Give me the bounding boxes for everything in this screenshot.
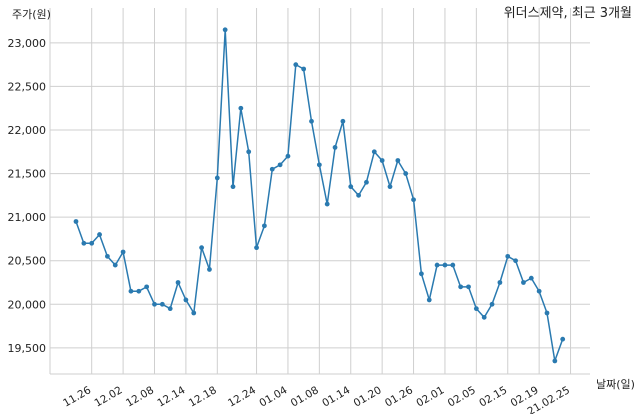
data-point [120, 249, 126, 255]
data-point [348, 184, 354, 190]
x-tick-label: 01.14 [320, 384, 352, 410]
data-point [379, 158, 385, 163]
x-tick-label: 01.26 [383, 384, 415, 410]
data-point [426, 297, 432, 303]
data-point [340, 118, 346, 124]
data-point [521, 280, 526, 285]
x-tick-label: 12.02 [93, 384, 125, 409]
data-point [364, 179, 369, 185]
data-point [481, 314, 487, 320]
data-point [332, 145, 338, 150]
data-point [442, 262, 448, 268]
data-point [167, 306, 173, 312]
data-point [136, 288, 142, 294]
y-tick-label: 21,000 [8, 211, 47, 224]
x-tick-label: 01.20 [352, 384, 384, 409]
data-point [222, 27, 228, 33]
data-point [458, 284, 464, 290]
data-point [144, 284, 150, 290]
data-point [214, 175, 220, 181]
y-axis-label: 주가(원) [12, 8, 51, 21]
gridlines [50, 8, 590, 374]
data-point [371, 149, 377, 155]
chart-title: 위더스제약, 최근 3개월 [504, 6, 632, 21]
x-tick-label: 02.05 [446, 384, 478, 409]
data-point [207, 267, 212, 272]
y-tick-label: 19,500 [8, 342, 47, 355]
labels: 위더스제약, 최근 3개월 주가(원) 날짜(일) [12, 6, 635, 391]
data-point [285, 153, 291, 159]
data-point [411, 197, 416, 203]
data-point [513, 258, 518, 264]
data-point [128, 288, 134, 294]
data-point [246, 149, 252, 155]
data-point [191, 310, 197, 316]
data-point [497, 280, 503, 285]
data-point [112, 262, 118, 268]
data-point [552, 358, 558, 364]
data-point [254, 245, 259, 251]
data-point [81, 240, 87, 246]
data-point [544, 310, 550, 316]
series-group [73, 27, 566, 364]
data-point [434, 262, 440, 268]
x-tick-label: 11.26 [61, 384, 93, 410]
data-point [505, 253, 511, 259]
data-point [528, 275, 534, 281]
data-point [277, 162, 283, 168]
data-point [316, 162, 322, 168]
x-tick-label: 12.18 [187, 384, 219, 409]
x-tick-label: 12.08 [124, 384, 156, 409]
x-tick-label: 12.14 [155, 384, 187, 410]
data-point [269, 166, 275, 172]
data-point [89, 240, 95, 246]
x-tick-label: 12.24 [226, 384, 258, 410]
data-point [97, 232, 102, 237]
data-point [536, 288, 542, 294]
data-point [403, 171, 409, 176]
data-point [105, 253, 110, 259]
data-point [560, 336, 566, 342]
data-point [419, 271, 424, 277]
data-point [152, 301, 157, 307]
x-axis-label: 날짜(일) [596, 377, 635, 391]
axes: 19,500 20,000 20,500 21,000 21,500 22,000 22,5… [8, 8, 590, 418]
x-tick-label: 01.04 [257, 384, 289, 410]
x-tick-label: 02.01 [414, 384, 446, 409]
y-tick-label: 23,000 [8, 37, 47, 50]
data-point [262, 223, 267, 229]
y-tick-label: 22,500 [8, 80, 47, 93]
data-point [175, 280, 181, 285]
data-point [199, 245, 205, 251]
data-point [183, 297, 189, 303]
data-point [473, 306, 479, 312]
data-point [73, 219, 79, 224]
data-point [230, 184, 236, 190]
y-tick-label: 20,000 [8, 298, 47, 311]
y-tick-label: 20,500 [8, 255, 47, 268]
data-point [356, 192, 361, 198]
data-point [466, 284, 471, 290]
data-point [324, 201, 330, 207]
data-point [387, 184, 393, 190]
data-point [238, 105, 244, 111]
data-point [301, 66, 307, 72]
data-point [159, 301, 165, 307]
data-point [309, 118, 314, 124]
data-point [450, 262, 456, 268]
y-tick-label: 22,000 [8, 124, 47, 137]
data-point [293, 62, 299, 68]
data-point [489, 301, 495, 307]
data-point [395, 158, 401, 163]
x-tick-label: 01.08 [289, 384, 321, 409]
x-tick-label: 02.15 [477, 384, 509, 409]
y-tick-label: 21,500 [8, 168, 47, 181]
